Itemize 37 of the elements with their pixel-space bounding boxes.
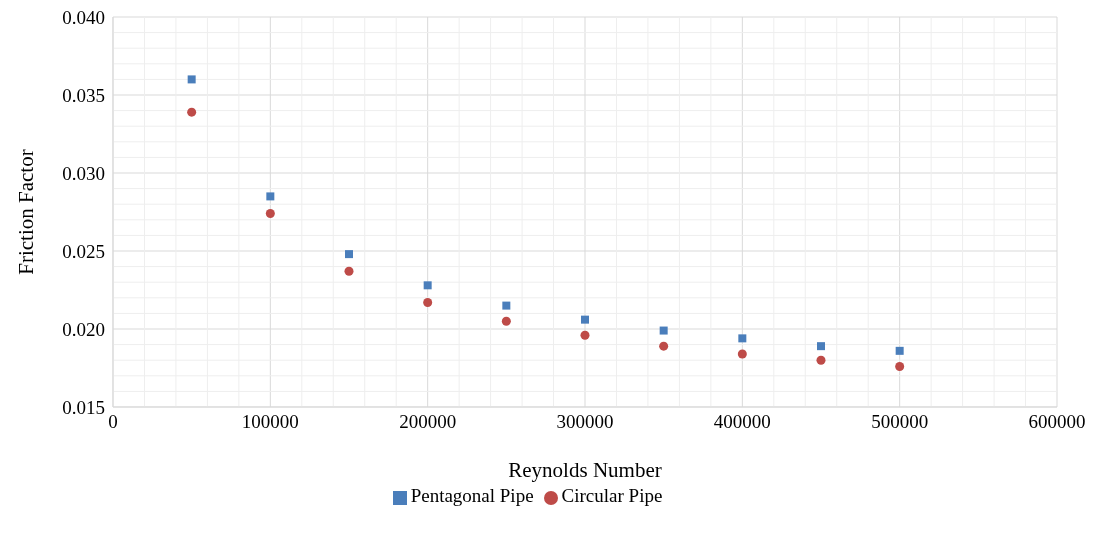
y-tick-label: 0.015	[62, 396, 105, 418]
point	[423, 281, 432, 290]
y-tick-label: 0.035	[62, 84, 105, 106]
point	[659, 341, 669, 351]
point	[737, 349, 747, 359]
point	[816, 355, 826, 365]
x-tick-label: 100000	[241, 411, 299, 433]
point	[266, 192, 275, 201]
point	[817, 342, 825, 351]
x-tick-label: 400000	[713, 411, 771, 433]
x-tick-label: 300000	[556, 411, 614, 433]
legend-label: Circular Pipe	[561, 485, 663, 506]
point	[581, 315, 589, 324]
x-tick-label: 0	[108, 411, 118, 433]
y-tick-label: 0.030	[62, 162, 105, 184]
point	[738, 334, 747, 343]
point	[344, 266, 354, 276]
point	[580, 330, 590, 340]
point	[423, 297, 433, 307]
y-tick-label: 0.040	[62, 6, 105, 28]
y-tick-label: 0.020	[62, 318, 105, 340]
y-tick-label: 0.025	[62, 240, 105, 262]
point	[345, 250, 353, 259]
legend-label: Pentagonal Pipe	[410, 485, 534, 506]
point	[895, 346, 904, 355]
point	[502, 301, 511, 310]
point	[659, 326, 668, 335]
x-tick-label: 600000	[1028, 411, 1086, 433]
x-tick-label: 500000	[871, 411, 929, 433]
point	[187, 75, 196, 84]
point	[501, 316, 511, 326]
point	[187, 107, 197, 117]
point	[895, 361, 905, 371]
x-axis-title: Reynolds Number	[508, 458, 662, 482]
y-axis-title: Friction Factor	[14, 149, 39, 275]
x-tick-label: 200000	[399, 411, 457, 433]
point	[265, 209, 275, 219]
